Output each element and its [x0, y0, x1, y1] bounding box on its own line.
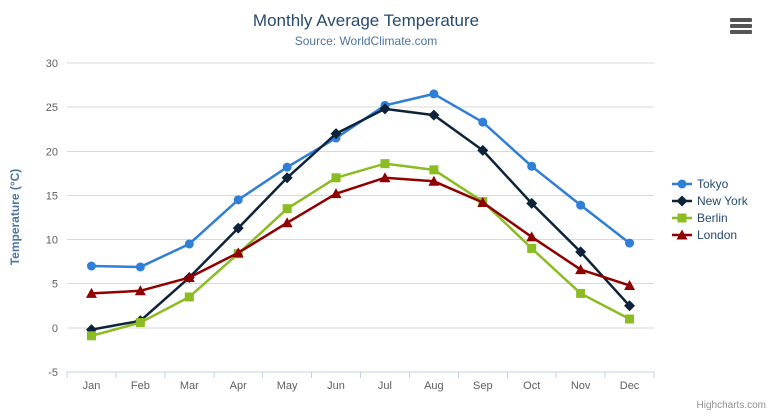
- data-point-new-york-apr[interactable]: [232, 222, 244, 234]
- data-point-berlin-mar[interactable]: [184, 292, 194, 302]
- data-point-london-feb[interactable]: [134, 285, 146, 296]
- data-point-london-mar[interactable]: [183, 272, 195, 283]
- y-axis-label: -5: [48, 367, 58, 379]
- y-axis-label: 10: [46, 235, 58, 247]
- series-line-tokyo[interactable]: [90, 92, 631, 269]
- data-point-new-york-jun[interactable]: [330, 128, 342, 140]
- data-point-berlin-feb[interactable]: [135, 318, 145, 328]
- y-axis-label: 20: [46, 146, 58, 158]
- data-point-new-york-oct[interactable]: [526, 197, 538, 209]
- data-point-berlin-jun[interactable]: [331, 173, 341, 183]
- hamburger-menu-icon: [730, 18, 752, 22]
- legend-label: Berlin: [697, 210, 728, 225]
- data-point-london-aug[interactable]: [428, 175, 440, 186]
- legend-marker-circle-icon: [672, 179, 692, 188]
- data-point-berlin-nov[interactable]: [576, 288, 586, 298]
- hamburger-menu-icon: [730, 30, 752, 34]
- x-axis-label: Aug: [424, 380, 444, 392]
- legend-item-tokyo[interactable]: Tokyo: [672, 175, 748, 192]
- y-axis-label: 25: [46, 102, 58, 114]
- data-point-london-jun[interactable]: [330, 188, 342, 199]
- credits-link[interactable]: Highcharts.com: [696, 400, 766, 411]
- y-axis-label: 15: [46, 190, 58, 202]
- data-point-london-nov[interactable]: [575, 264, 587, 275]
- x-axis-label: Sep: [473, 380, 493, 392]
- data-point-tokyo-sep[interactable]: [478, 117, 488, 127]
- chart-title: Monthly Average Temperature: [252, 11, 480, 30]
- data-point-new-york-dec[interactable]: [624, 300, 636, 312]
- data-point-new-york-nov[interactable]: [575, 246, 587, 258]
- hamburger-menu-icon: [730, 24, 752, 28]
- series-tokyo: [86, 89, 635, 272]
- legend-marker-square-icon: [672, 213, 692, 222]
- legend-label: New York: [697, 193, 748, 208]
- data-point-berlin-may[interactable]: [282, 204, 292, 214]
- series-new-york: [85, 103, 636, 336]
- x-axis-label: Nov: [571, 380, 591, 392]
- data-point-london-dec[interactable]: [624, 279, 636, 290]
- data-point-berlin-aug[interactable]: [429, 165, 439, 175]
- series-line-berlin[interactable]: [90, 162, 631, 338]
- x-axis-label: Mar: [180, 380, 199, 392]
- data-point-london-jan[interactable]: [85, 287, 97, 298]
- x-axis-label: Dec: [620, 380, 640, 392]
- data-point-london-sep[interactable]: [477, 196, 489, 207]
- data-point-tokyo-may[interactable]: [282, 162, 292, 172]
- y-axis-label: 30: [46, 58, 58, 70]
- data-point-tokyo-aug[interactable]: [429, 89, 439, 99]
- data-point-tokyo-jan[interactable]: [86, 261, 96, 271]
- data-point-tokyo-oct[interactable]: [527, 161, 537, 171]
- data-point-new-york-aug[interactable]: [428, 109, 440, 121]
- data-point-new-york-may[interactable]: [281, 172, 293, 184]
- data-point-tokyo-mar[interactable]: [184, 239, 194, 249]
- data-point-berlin-jan[interactable]: [86, 331, 96, 341]
- series-london: [85, 172, 636, 298]
- x-axis-label: Jun: [327, 380, 345, 392]
- legend: Tokyo New York Berlin London: [672, 175, 748, 243]
- legend-item-london[interactable]: London: [672, 226, 748, 243]
- data-point-tokyo-feb[interactable]: [135, 262, 145, 272]
- data-point-berlin-jul[interactable]: [380, 159, 390, 169]
- x-axis-label: Oct: [523, 380, 540, 392]
- legend-marker-triangle-icon: [672, 229, 692, 239]
- series-line-new-york[interactable]: [90, 107, 631, 331]
- data-point-tokyo-nov[interactable]: [576, 200, 586, 210]
- x-axis-label: Feb: [131, 380, 150, 392]
- y-axis-label: 0: [52, 323, 58, 335]
- series-line-london[interactable]: [90, 176, 631, 295]
- data-point-new-york-jul[interactable]: [379, 103, 391, 115]
- data-point-berlin-oct[interactable]: [527, 243, 537, 253]
- data-point-tokyo-apr[interactable]: [233, 195, 243, 205]
- y-axis-label: 5: [52, 279, 58, 291]
- x-axis-label: Apr: [230, 380, 247, 392]
- chart-subtitle: Source: WorldClimate.com: [294, 34, 438, 48]
- legend-item-berlin[interactable]: Berlin: [672, 209, 748, 226]
- x-axis-label: Jul: [378, 380, 392, 392]
- data-point-berlin-dec[interactable]: [625, 314, 635, 324]
- data-point-london-may[interactable]: [281, 217, 293, 228]
- data-point-new-york-sep[interactable]: [477, 144, 489, 156]
- x-axis-label: Jan: [83, 380, 101, 392]
- x-axis-label: May: [277, 380, 298, 392]
- legend-label: Tokyo: [697, 176, 729, 191]
- export-menu-button[interactable]: [728, 16, 754, 36]
- legend-item-new-york[interactable]: New York: [672, 192, 748, 209]
- legend-label: London: [697, 227, 738, 242]
- legend-marker-diamond-icon: [672, 195, 692, 206]
- data-point-london-apr[interactable]: [232, 247, 244, 258]
- data-point-london-oct[interactable]: [526, 231, 538, 242]
- data-point-tokyo-dec[interactable]: [625, 238, 635, 248]
- data-point-london-jul[interactable]: [379, 172, 391, 183]
